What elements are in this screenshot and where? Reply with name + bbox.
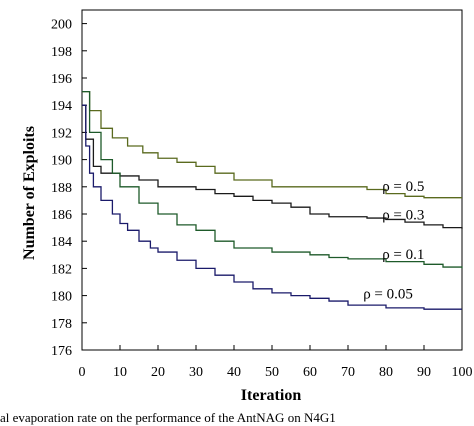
series-lines <box>82 90 463 310</box>
series-label: ρ = 0.05 <box>363 286 413 302</box>
y-axis: 176 178 180 182 184 186 188 190 192 194 196 198 200 <box>51 18 87 359</box>
figure-caption: al evaporation rate on the performance o… <box>0 410 336 425</box>
x-tick-label: 20 <box>151 365 165 380</box>
y-tick-label: 176 <box>51 344 72 359</box>
y-tick-label: 200 <box>51 18 72 33</box>
series-line-3 <box>82 104 462 310</box>
y-tick-label: 198 <box>51 45 72 60</box>
x-axis-title: Iteration <box>241 387 302 404</box>
x-tick-label: 0 <box>79 365 86 380</box>
y-tick-label: 188 <box>51 181 72 196</box>
x-tick-label: 60 <box>303 365 317 380</box>
x-tick-label: 80 <box>379 365 393 380</box>
y-tick-label: 190 <box>51 154 72 169</box>
x-tick-label: 40 <box>227 365 241 380</box>
y-tick-label: 192 <box>51 126 72 141</box>
x-tick-label: 50 <box>265 365 279 380</box>
x-tick-label: 90 <box>417 365 431 380</box>
series-label: ρ = 0.1 <box>382 247 424 263</box>
series-label: ρ = 0.5 <box>382 179 424 195</box>
y-tick-label: 182 <box>51 262 72 277</box>
y-tick-label: 194 <box>51 99 72 114</box>
series-labels: ρ = 0.5 ρ = 0.3 ρ = 0.1 ρ = 0.05 <box>363 179 424 302</box>
x-tick-label: 30 <box>189 365 203 380</box>
y-tick-label: 196 <box>51 72 72 87</box>
y-axis-title: Number of Exploits <box>21 126 38 260</box>
x-axis: 0 10 20 30 40 50 60 70 80 90 100 <box>79 345 473 380</box>
series-label: ρ = 0.3 <box>382 207 424 223</box>
y-tick-label: 178 <box>51 317 72 332</box>
x-tick-label: 100 <box>452 365 473 380</box>
x-tick-label: 70 <box>341 365 355 380</box>
y-tick-label: 180 <box>51 290 72 305</box>
y-tick-label: 186 <box>51 208 72 223</box>
x-tick-label: 10 <box>113 365 127 380</box>
series-line-0 <box>82 90 462 199</box>
y-tick-label: 184 <box>51 235 72 250</box>
chart: 176 178 180 182 184 186 188 190 192 194 196 198 200 … <box>21 9 473 404</box>
series-line-2 <box>82 90 463 269</box>
